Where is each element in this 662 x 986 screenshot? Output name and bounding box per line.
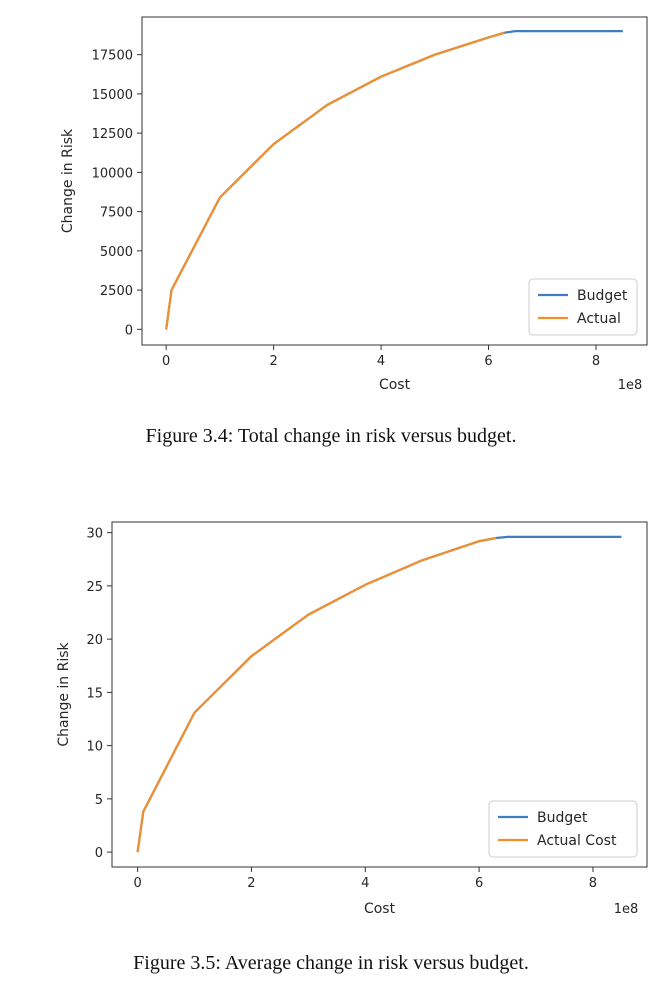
x-axis-offset-label: 1e8	[614, 902, 639, 917]
y-tick-label: 15000	[92, 88, 133, 103]
y-tick-label: 0	[95, 846, 103, 861]
y-tick-label: 10	[86, 740, 103, 755]
y-tick-label: 17500	[92, 49, 133, 64]
y-tick-label: 7500	[100, 206, 133, 221]
x-tick-label: 2	[269, 354, 277, 369]
y-tick-label: 30	[86, 527, 103, 542]
y-tick-label: 0	[125, 323, 133, 338]
x-tick-label: 8	[592, 354, 600, 369]
y-axis-label: Change in Risk	[56, 641, 72, 746]
legend-label: Actual Cost	[537, 833, 617, 849]
legend-label: Budget	[537, 810, 588, 826]
figure-caption: Figure 3.4: Total change in risk versus …	[145, 425, 517, 447]
series-line-actual-cost	[136, 536, 497, 853]
legend-box	[488, 800, 638, 858]
x-tick-label: 4	[361, 876, 369, 891]
x-tick-label: 0	[133, 876, 141, 891]
y-tick-label: 2500	[100, 284, 133, 299]
x-tick-label: 4	[377, 354, 385, 369]
y-tick-label: 15	[86, 686, 103, 701]
y-axis-label: Change in Risk	[60, 128, 76, 233]
legend-label: Budget	[577, 288, 628, 304]
x-tick-label: 0	[162, 354, 170, 369]
x-axis-label: Cost	[379, 377, 411, 393]
y-tick-label: 12500	[92, 127, 133, 142]
y-tick-label: 5	[95, 793, 103, 808]
x-tick-label: 6	[475, 876, 483, 891]
x-tick-label: 6	[484, 354, 492, 369]
x-axis-offset-label: 1e8	[618, 378, 643, 393]
y-tick-label: 5000	[100, 245, 133, 260]
chart-total-change-in-risk: 0 2 4 6 8 0 2500 5000 7500 10000 12500 15000 17500 Co…	[60, 16, 648, 393]
chart-average-change-in-risk: 0 2 4 6 8 0 5 10 15 20 25 30 Cost Change in Risk 1e8 Bu…	[56, 521, 648, 917]
y-tick-label: 20	[86, 633, 103, 648]
legend-box	[528, 278, 638, 336]
x-tick-label: 8	[589, 876, 597, 891]
figure-total-change: 0 2 4 6 8 0 2500 5000 7500 10000 12500 15000 17500 Co…	[0, 0, 662, 460]
series-line-actual	[165, 31, 505, 330]
y-tick-label: 10000	[92, 166, 133, 181]
y-tick-label: 25	[86, 580, 103, 595]
figure-average-change: 0 2 4 6 8 0 5 10 15 20 25 30 Cost Change in Risk 1e8 Bu…	[0, 500, 662, 986]
legend-label: Actual	[577, 311, 621, 327]
plot-frame	[111, 521, 648, 868]
x-tick-label: 2	[247, 876, 255, 891]
x-axis-label: Cost	[364, 901, 396, 917]
plot-frame	[141, 16, 648, 346]
figure-caption: Figure 3.5: Average change in risk versu…	[133, 952, 529, 974]
